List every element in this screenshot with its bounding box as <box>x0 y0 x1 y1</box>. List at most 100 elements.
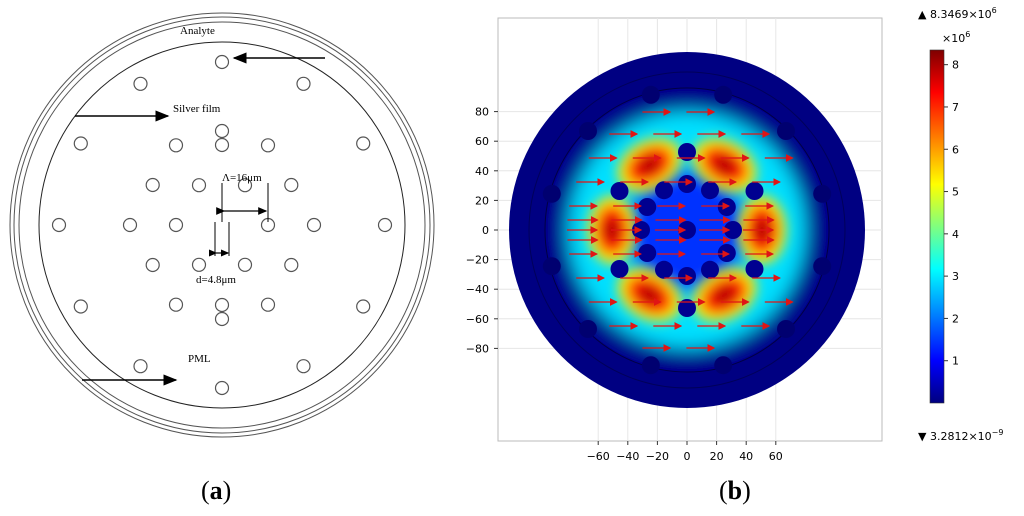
analyte-ring <box>18 21 426 429</box>
outer-rings <box>9 12 435 438</box>
outer-air-hole <box>714 356 733 375</box>
air-hole <box>73 136 88 151</box>
panel-b-field-map: −60 −40 −20 0 20 40 60 80 60 40 20 0 −20 −40 −60 −80 ▲… <box>466 6 1004 460</box>
air-hole <box>701 181 719 200</box>
outer-air-hole <box>777 320 795 338</box>
air-hole <box>284 177 299 193</box>
x-axis-ticks: −60 −40 −20 0 20 40 60 <box>587 441 783 460</box>
colorbar-scale-label: ×106 <box>942 30 970 45</box>
air-hole <box>701 260 719 279</box>
air-hole <box>678 267 696 285</box>
air-hole <box>717 198 736 216</box>
y-tick-label: −40 <box>466 283 489 296</box>
colorbar-tick-label: 5 <box>952 186 959 199</box>
y-tick-label: 80 <box>475 106 489 119</box>
panel-b-caption-letter: b <box>727 476 743 505</box>
air-hole <box>296 76 311 91</box>
pml-label: PML <box>188 353 211 365</box>
air-hole <box>122 217 138 233</box>
air-hole <box>191 178 207 193</box>
analyte-boundary <box>528 71 846 389</box>
air-hole <box>168 138 184 153</box>
air-hole <box>73 299 88 314</box>
air-hole <box>610 182 629 200</box>
air-hole <box>51 217 67 233</box>
air-hole <box>260 297 276 312</box>
outer-air-hole <box>641 356 660 375</box>
lobe-peak <box>713 285 736 305</box>
air-hole <box>678 221 696 239</box>
outer-air-hole <box>813 257 832 276</box>
y-tick-label: −80 <box>466 342 489 355</box>
y-tick-label: −60 <box>466 313 489 326</box>
colorbar-tick-label: 2 <box>952 312 959 325</box>
pitch-label: Λ=16μm <box>222 172 262 184</box>
y-axis-ticks: 80 60 40 20 0 −20 −40 −60 −80 <box>466 106 498 355</box>
colorbar-min-label: ▼ 3.2812×10−9 <box>918 428 1003 443</box>
air-hole <box>745 182 764 200</box>
colorbar-tick-label: 1 <box>952 355 959 368</box>
air-hole <box>284 257 299 273</box>
y-tick-label: 60 <box>475 135 489 148</box>
hole-diameter-label: d=4.8μm <box>196 274 236 286</box>
air-hole <box>306 217 322 233</box>
air-hole <box>237 257 253 272</box>
air-hole <box>356 136 371 151</box>
outer-air-hole <box>813 184 832 203</box>
x-tick-label: −20 <box>646 450 669 460</box>
air-hole <box>214 123 230 139</box>
air-hole <box>214 137 230 153</box>
y-tick-label: 40 <box>475 165 489 178</box>
outer-air-hole <box>542 184 561 203</box>
air-hole <box>145 257 160 273</box>
field-map <box>509 52 865 408</box>
x-tick-label: 60 <box>769 450 783 460</box>
panel-b-caption: (b) <box>719 476 751 505</box>
air-hole <box>145 177 160 193</box>
panel-a-schematic: Analyte Silver film Λ=16μm d=4.8μm PML <box>9 12 435 438</box>
air-hole <box>260 138 276 153</box>
air-hole <box>214 311 230 327</box>
panel-a-caption-letter: a <box>209 476 223 505</box>
core-boundary <box>544 87 830 373</box>
outer-ring-holes <box>542 85 832 375</box>
x-tick-label: −40 <box>616 450 639 460</box>
outer-air-hole <box>542 257 561 276</box>
x-tick-label: 0 <box>684 450 691 460</box>
air-hole <box>678 299 696 317</box>
air-hole <box>638 244 657 262</box>
air-hole <box>638 198 657 216</box>
x-tick-label: 40 <box>739 450 753 460</box>
pml-inner-ring <box>13 16 431 434</box>
air-hole <box>717 244 736 262</box>
air-hole <box>214 380 230 396</box>
air-hole <box>296 359 311 374</box>
air-hole <box>745 260 764 278</box>
x-tick-label: 20 <box>710 450 724 460</box>
y-tick-label: 0 <box>482 224 489 237</box>
colorbar-max-label: ▲ 8.3469×106 <box>918 6 997 21</box>
air-hole <box>214 297 230 313</box>
air-hole <box>168 297 184 312</box>
colorbar-tick-label: 3 <box>952 270 959 283</box>
panel-a-caption: (a) <box>201 476 232 505</box>
colorbar-gradient <box>929 49 945 404</box>
outer-air-hole <box>714 85 733 104</box>
air-hole <box>133 359 148 374</box>
air-hole <box>655 260 673 279</box>
silver-film-label: Silver film <box>173 103 221 115</box>
colorbar-ticks: 8 7 6 5 4 3 2 1 <box>944 59 959 368</box>
air-hole <box>377 217 393 233</box>
air-hole <box>724 221 742 239</box>
pml-outer-ring <box>9 12 435 438</box>
outer-air-hole <box>641 85 660 104</box>
air-holes <box>51 54 393 396</box>
silver-film-ring <box>38 41 406 409</box>
analyte-label: Analyte <box>180 25 215 37</box>
outer-air-hole <box>579 122 597 140</box>
colorbar-tick-label: 8 <box>952 59 959 72</box>
outer-air-hole <box>579 320 597 338</box>
air-hole <box>237 178 253 193</box>
outer-air-hole <box>777 122 795 140</box>
